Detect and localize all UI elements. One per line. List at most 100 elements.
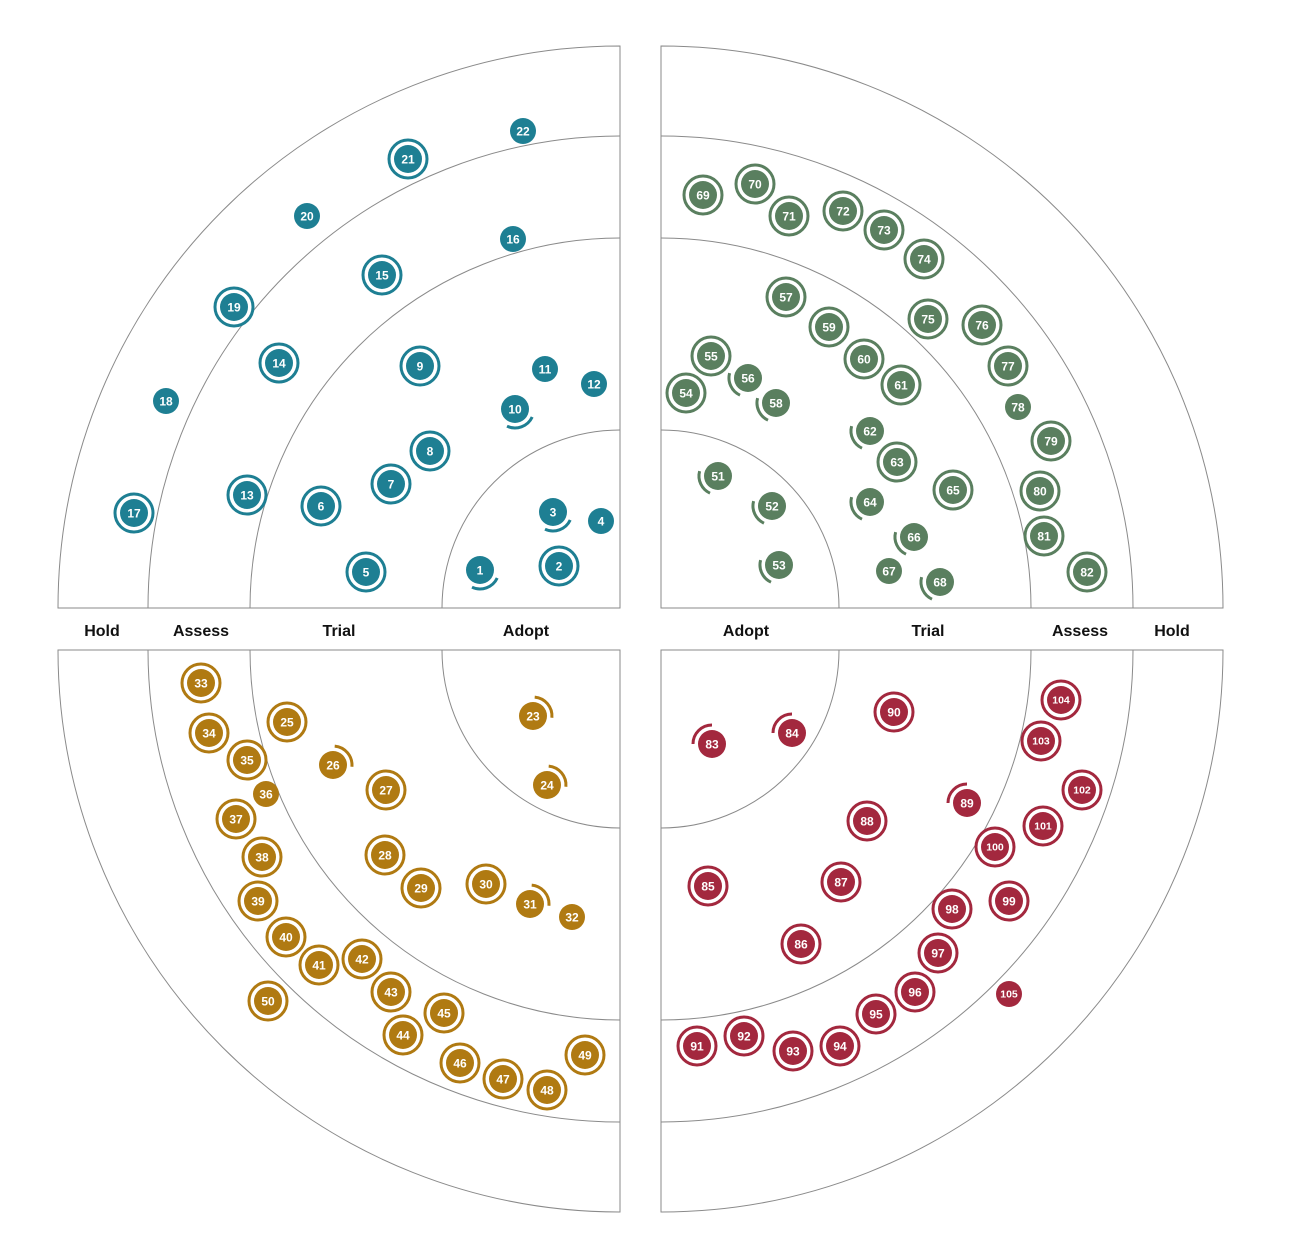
blip-105[interactable]: 105 xyxy=(996,981,1022,1007)
blip-71[interactable]: 71 xyxy=(768,195,810,237)
blip-24[interactable]: 24 xyxy=(533,764,568,799)
blip-82[interactable]: 82 xyxy=(1066,551,1108,593)
blip-68[interactable]: 68 xyxy=(919,568,954,601)
blip-100[interactable]: 100 xyxy=(974,826,1016,868)
blip-48[interactable]: 48 xyxy=(526,1069,568,1111)
blip-33[interactable]: 33 xyxy=(180,662,222,704)
blip-103[interactable]: 103 xyxy=(1020,720,1062,762)
blip-89[interactable]: 89 xyxy=(946,782,981,817)
blip-66[interactable]: 66 xyxy=(893,523,928,556)
blip-101[interactable]: 101 xyxy=(1022,805,1064,847)
blip-19[interactable]: 19 xyxy=(213,286,255,328)
blip-75[interactable]: 75 xyxy=(907,298,949,340)
blip-53[interactable]: 53 xyxy=(758,551,793,584)
blip-63[interactable]: 63 xyxy=(876,441,918,483)
blip-61[interactable]: 61 xyxy=(880,364,922,406)
blip-49[interactable]: 49 xyxy=(564,1034,606,1076)
blip-52[interactable]: 52 xyxy=(751,492,786,525)
blip-39[interactable]: 39 xyxy=(237,880,279,922)
blip-54[interactable]: 54 xyxy=(665,372,707,414)
blip-8[interactable]: 8 xyxy=(409,430,451,472)
blip-13[interactable]: 13 xyxy=(226,474,268,516)
blip-45[interactable]: 45 xyxy=(423,992,465,1034)
blip-5[interactable]: 5 xyxy=(345,551,387,593)
blip-2[interactable]: 2 xyxy=(538,545,580,587)
blip-15[interactable]: 15 xyxy=(361,254,403,296)
blip-99[interactable]: 99 xyxy=(988,880,1030,922)
blip-69[interactable]: 69 xyxy=(682,174,724,216)
blip-16[interactable]: 16 xyxy=(500,226,526,252)
blip-92[interactable]: 92 xyxy=(723,1015,765,1057)
blip-58[interactable]: 58 xyxy=(755,389,790,422)
blip-87[interactable]: 87 xyxy=(820,861,862,903)
blip-31[interactable]: 31 xyxy=(516,883,551,918)
blip-90[interactable]: 90 xyxy=(873,691,915,733)
blip-14[interactable]: 14 xyxy=(258,342,300,384)
blip-42[interactable]: 42 xyxy=(341,938,383,980)
blip-35[interactable]: 35 xyxy=(226,739,268,781)
blip-77[interactable]: 77 xyxy=(987,345,1029,387)
blip-25[interactable]: 25 xyxy=(266,701,308,743)
blip-98[interactable]: 98 xyxy=(931,888,973,930)
blip-55[interactable]: 55 xyxy=(690,335,732,377)
blip-12[interactable]: 12 xyxy=(581,371,607,397)
blip-20[interactable]: 20 xyxy=(294,203,320,229)
blip-81[interactable]: 81 xyxy=(1023,515,1065,557)
blip-3[interactable]: 3 xyxy=(539,498,572,533)
blip-59[interactable]: 59 xyxy=(808,306,850,348)
blip-40[interactable]: 40 xyxy=(265,916,307,958)
blip-11[interactable]: 11 xyxy=(532,356,558,382)
blip-29[interactable]: 29 xyxy=(400,867,442,909)
blip-73[interactable]: 73 xyxy=(863,209,905,251)
blip-10[interactable]: 10 xyxy=(501,395,534,430)
blip-38[interactable]: 38 xyxy=(241,836,283,878)
blip-79[interactable]: 79 xyxy=(1030,420,1072,462)
blip-32[interactable]: 32 xyxy=(559,904,585,930)
blip-86[interactable]: 86 xyxy=(780,923,822,965)
blip-72[interactable]: 72 xyxy=(822,190,864,232)
blip-27[interactable]: 27 xyxy=(365,769,407,811)
blip-30[interactable]: 30 xyxy=(465,863,507,905)
blip-96[interactable]: 96 xyxy=(894,971,936,1013)
blip-7[interactable]: 7 xyxy=(370,463,412,505)
blip-95[interactable]: 95 xyxy=(855,993,897,1035)
blip-21[interactable]: 21 xyxy=(387,138,429,180)
blip-97[interactable]: 97 xyxy=(917,932,959,974)
blip-9[interactable]: 9 xyxy=(399,345,441,387)
blip-22[interactable]: 22 xyxy=(510,118,536,144)
blip-44[interactable]: 44 xyxy=(382,1014,424,1056)
blip-60[interactable]: 60 xyxy=(843,338,885,380)
blip-43[interactable]: 43 xyxy=(370,971,412,1013)
blip-41[interactable]: 41 xyxy=(298,944,340,986)
blip-94[interactable]: 94 xyxy=(819,1025,861,1067)
blip-70[interactable]: 70 xyxy=(734,163,776,205)
blip-18[interactable]: 18 xyxy=(153,388,179,414)
blip-104[interactable]: 104 xyxy=(1040,679,1082,721)
blip-47[interactable]: 47 xyxy=(482,1058,524,1100)
blip-56[interactable]: 56 xyxy=(727,364,762,397)
blip-85[interactable]: 85 xyxy=(687,865,729,907)
blip-67[interactable]: 67 xyxy=(876,558,902,584)
blip-34[interactable]: 34 xyxy=(188,712,230,754)
blip-6[interactable]: 6 xyxy=(300,485,342,527)
blip-84[interactable]: 84 xyxy=(771,712,806,747)
blip-74[interactable]: 74 xyxy=(903,238,945,280)
blip-62[interactable]: 62 xyxy=(849,417,884,450)
blip-64[interactable]: 64 xyxy=(849,488,884,521)
blip-17[interactable]: 17 xyxy=(113,492,155,534)
blip-102[interactable]: 102 xyxy=(1061,769,1103,811)
blip-93[interactable]: 93 xyxy=(772,1030,814,1072)
blip-28[interactable]: 28 xyxy=(364,834,406,876)
blip-57[interactable]: 57 xyxy=(765,276,807,318)
blip-51[interactable]: 51 xyxy=(697,462,732,495)
blip-88[interactable]: 88 xyxy=(846,800,888,842)
blip-76[interactable]: 76 xyxy=(961,304,1003,346)
blip-23[interactable]: 23 xyxy=(519,695,554,730)
blip-26[interactable]: 26 xyxy=(319,744,354,779)
blip-36[interactable]: 36 xyxy=(253,781,279,807)
blip-37[interactable]: 37 xyxy=(215,798,257,840)
blip-1[interactable]: 1 xyxy=(466,556,499,591)
blip-50[interactable]: 50 xyxy=(247,980,289,1022)
blip-83[interactable]: 83 xyxy=(691,723,726,758)
blip-65[interactable]: 65 xyxy=(932,469,974,511)
